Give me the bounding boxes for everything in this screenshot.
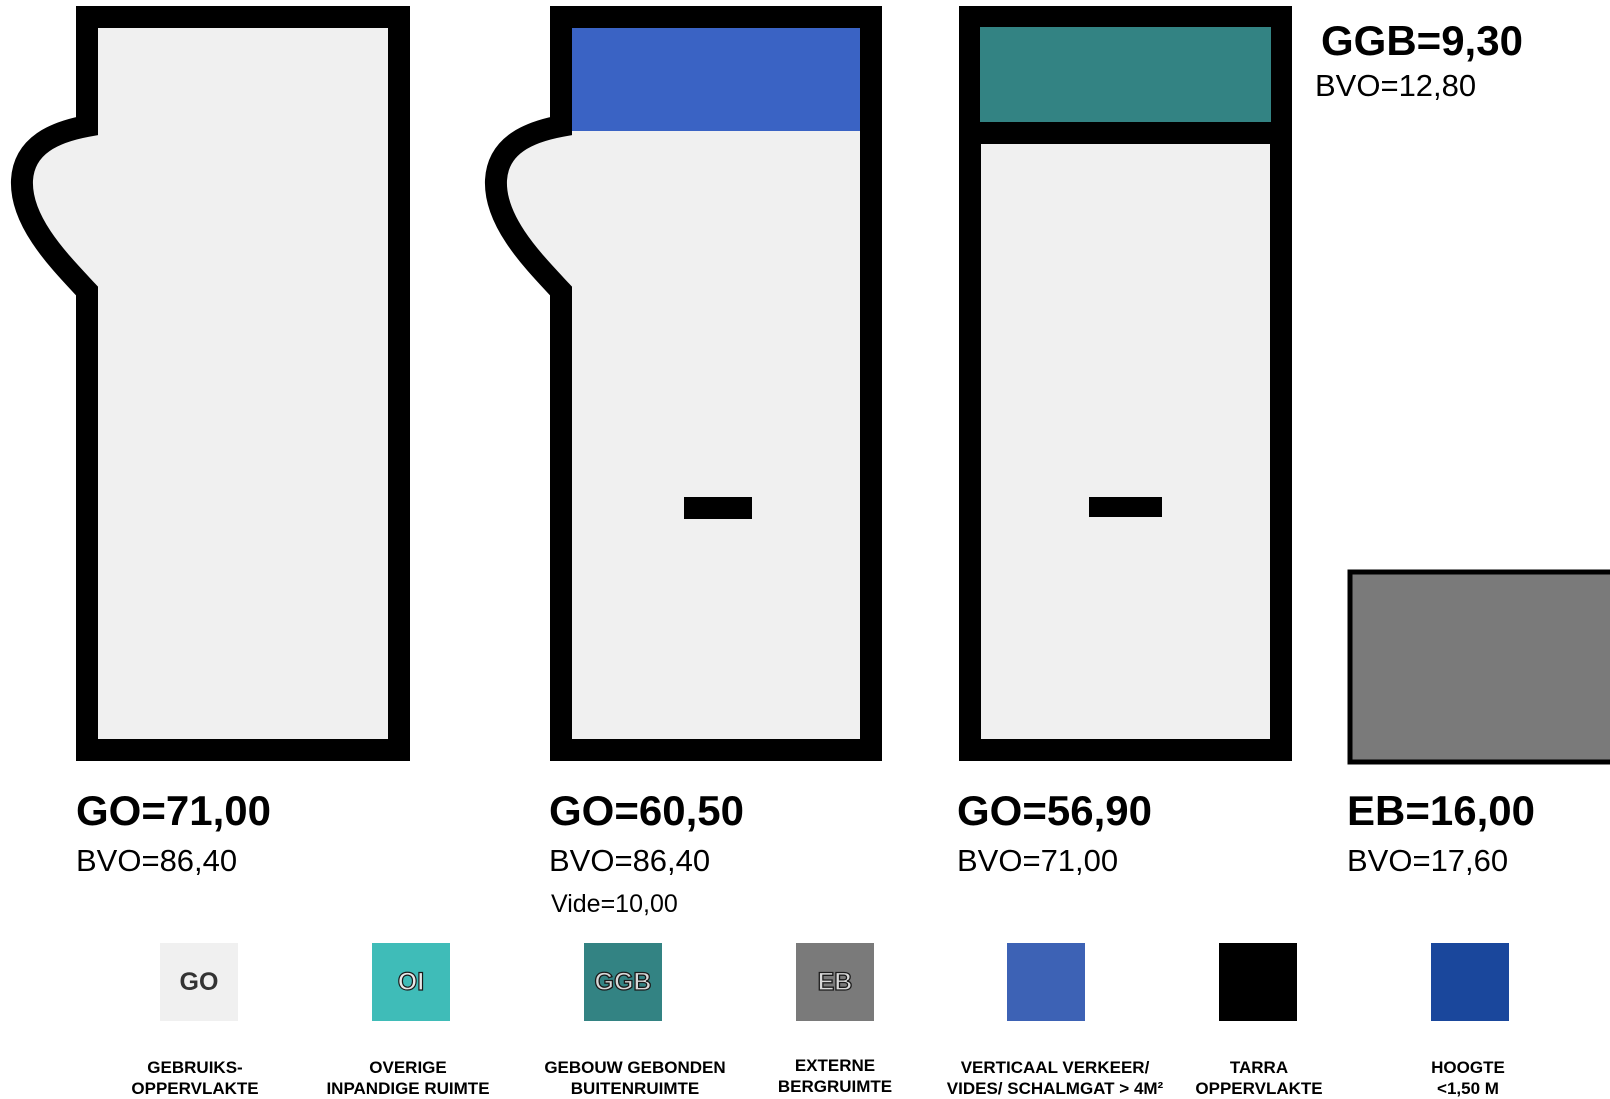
floor-plan-bulge-stairwell-icon bbox=[485, 6, 882, 761]
bvo-label-1: BVO=86,40 bbox=[76, 843, 238, 878]
stair-opening-mark bbox=[684, 497, 752, 519]
legend-label-line: OPPERVLAKTE bbox=[1195, 1079, 1323, 1098]
legend-swatch-go: GO bbox=[160, 943, 238, 1021]
legend-item-hoogte: HOOGTE <1,50 M bbox=[1338, 1057, 1598, 1099]
legend-label-line: <1,50 M bbox=[1437, 1079, 1499, 1098]
legend-label-line: EXTERNE bbox=[794, 1056, 876, 1075]
storage-eb-16 bbox=[1347, 569, 1610, 765]
legend-swatch-hoogte bbox=[1431, 943, 1509, 1021]
go-label-2: GO=60,50 bbox=[549, 787, 744, 834]
vertical-traffic-band bbox=[572, 28, 860, 131]
floor-plan-go-71 bbox=[11, 6, 410, 761]
floor-plan-go-56-90 bbox=[959, 6, 1292, 761]
go-label-3: GO=56,90 bbox=[957, 787, 1152, 834]
legend-label-line: GEBRUIKS- bbox=[147, 1058, 243, 1077]
legend-label-line: INPANDIGE RUIMTE bbox=[326, 1079, 490, 1098]
eb-label: EB=16,00 bbox=[1347, 787, 1535, 834]
legend-label-line: BUITENRUIMTE bbox=[570, 1079, 700, 1098]
legend-label-line: OPPERVLAKTE bbox=[131, 1079, 259, 1098]
legend-label-line: VERTICAAL VERKEER/ bbox=[960, 1058, 1150, 1077]
go-label-1: GO=71,00 bbox=[76, 787, 271, 834]
legend-item-verkeer: VERTICAAL VERKEER/ VIDES/ SCHALMGAT > 4M… bbox=[915, 1057, 1195, 1099]
legend-item-oi: OVERIGE INPANDIGE RUIMTE bbox=[278, 1057, 538, 1099]
legend-label-line: TARRA bbox=[1229, 1058, 1289, 1077]
balcony-divider bbox=[970, 122, 1281, 144]
legend-label-line: BERGRUIMTE bbox=[777, 1077, 893, 1096]
legend-item-eb: EXTERNE BERGRUIMTE bbox=[705, 1055, 965, 1097]
eb-bvo-label: BVO=17,60 bbox=[1347, 843, 1509, 878]
legend-swatch-oi: OI bbox=[372, 943, 450, 1021]
legend-label-line: GEBOUW GEBONDEN bbox=[544, 1058, 726, 1077]
bvo-label-3: BVO=71,00 bbox=[957, 843, 1119, 878]
balcony-ggb-area bbox=[980, 27, 1271, 122]
storage-box-icon bbox=[1347, 569, 1610, 765]
legend-swatch-ggb: GGB bbox=[584, 943, 662, 1021]
legend-swatch-tarra bbox=[1219, 943, 1297, 1021]
legend-item-tarra: TARRA OPPERVLAKTE bbox=[1129, 1057, 1389, 1099]
legend-label-line: HOOGTE bbox=[1431, 1058, 1505, 1077]
vide-label: Vide=10,00 bbox=[551, 890, 678, 918]
legend-item-go: GEBRUIKS- OPPERVLAKTE bbox=[65, 1057, 325, 1099]
legend-label-line: VIDES/ SCHALMGAT > 4M² bbox=[946, 1079, 1164, 1098]
floor-plan-bulge-icon bbox=[11, 6, 410, 761]
legend-label-line: OVERIGE bbox=[369, 1058, 447, 1077]
legend-swatch-verkeer bbox=[1007, 943, 1085, 1021]
stair-opening-mark bbox=[1089, 497, 1162, 517]
legend-item-ggb: GEBOUW GEBONDEN BUITENRUIMTE bbox=[505, 1057, 765, 1099]
bvo-label-2: BVO=86,40 bbox=[549, 843, 711, 878]
legend-swatch-eb: EB bbox=[796, 943, 874, 1021]
floor-plan-go-60-50 bbox=[485, 6, 882, 761]
ggb-label: GGB=9,30 bbox=[1321, 17, 1523, 64]
ggb-bvo-label: BVO=12,80 bbox=[1315, 68, 1477, 103]
